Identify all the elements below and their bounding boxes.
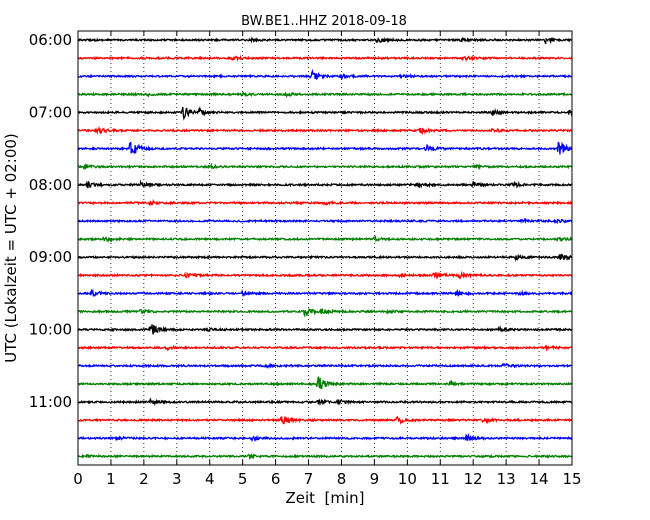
x-tick-label: 12	[464, 470, 483, 488]
y-axis-ticks: 06:00 07:00 08:00 09:00 10:00 11:00	[29, 31, 572, 411]
trace-0745	[77, 162, 573, 171]
y-tick-label: 07:00	[29, 103, 72, 121]
x-tick-label: 14	[530, 470, 549, 488]
trace-0600	[77, 36, 573, 45]
x-tick-label: 8	[337, 470, 347, 488]
plot-frame	[77, 30, 573, 466]
x-tick-label: 4	[205, 470, 215, 488]
trace-0815	[77, 198, 573, 206]
x-tick-label: 13	[497, 470, 516, 488]
trace-1045	[77, 376, 573, 390]
x-tick-label: 10	[398, 470, 417, 488]
trace-0845	[77, 234, 573, 243]
x-tick-label: 2	[139, 470, 149, 488]
y-tick-label: 08:00	[29, 176, 72, 194]
trace-1000	[77, 324, 573, 335]
trace-0700	[77, 106, 573, 121]
trace-0915	[77, 270, 573, 280]
y-tick-label: 06:00	[29, 31, 72, 49]
trace-0945	[78, 307, 573, 318]
trace-0800	[77, 179, 573, 189]
x-tick-label: 3	[172, 470, 182, 488]
x-axis-label: Zeit [min]	[285, 489, 364, 507]
y-axis-label: UTC (Lokalzeit = UTC + 02:00)	[2, 133, 20, 363]
x-tick-label: 0	[73, 470, 83, 488]
trace-1115	[77, 415, 573, 425]
trace-1015	[77, 344, 573, 352]
x-tick-label: 15	[562, 470, 581, 488]
x-axis-ticks: 0 1 2 3 4 5 6 7 8 9 10 11 12 13 14 15	[73, 31, 582, 488]
x-tick-label: 5	[238, 470, 248, 488]
x-tick-label: 6	[271, 470, 281, 488]
x-tick-label: 1	[106, 470, 116, 488]
chart-title: BW.BE1..HHZ 2018-09-18	[241, 14, 407, 29]
y-tick-label: 11:00	[29, 393, 72, 411]
trace-0715	[77, 125, 573, 136]
trace-0830	[77, 217, 573, 225]
trace-0730	[77, 141, 573, 155]
trace-1130	[77, 432, 573, 443]
trace-0930	[77, 288, 573, 298]
trace-0615	[77, 54, 573, 62]
y-tick-label: 10:00	[29, 321, 72, 339]
x-tick-label: 7	[304, 470, 314, 488]
trace-0900	[77, 253, 573, 262]
trace-0645	[77, 91, 573, 99]
trace-0630	[77, 68, 573, 81]
x-tick-label: 11	[431, 470, 450, 488]
x-tick-label: 9	[370, 470, 380, 488]
y-tick-label: 09:00	[29, 248, 72, 266]
grid-lines	[110, 31, 540, 465]
trace-1145	[77, 452, 573, 461]
trace-1030	[77, 362, 572, 369]
seismic-traces	[77, 36, 573, 461]
trace-1100	[77, 397, 573, 406]
